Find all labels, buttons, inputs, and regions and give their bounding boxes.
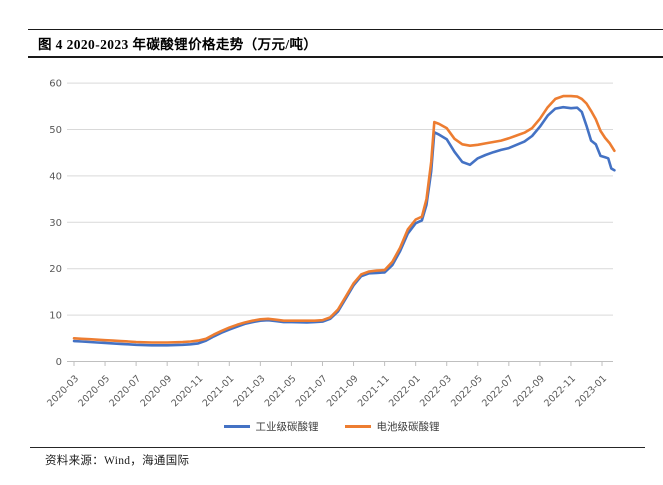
title-divider [28,56,663,58]
svg-text:30: 30 [49,218,62,229]
svg-text:2021-03: 2021-03 [232,373,268,409]
svg-text:2021-07: 2021-07 [294,373,330,409]
svg-text:2020-05: 2020-05 [76,373,112,409]
price-trend-chart: 0 10 20 30 40 50 60 2020-032020-052020-072020-0… [45,79,616,409]
battery-grade-line [72,94,616,344]
svg-text:2020-09: 2020-09 [138,373,174,409]
svg-text:2022-07: 2022-07 [480,373,516,409]
industrial-line-swatch-icon [223,425,250,428]
svg-text:2022-11: 2022-11 [542,373,578,409]
svg-text:2020-11: 2020-11 [170,373,206,409]
industrial-grade-line [72,105,616,347]
svg-text:2022-01: 2022-01 [387,373,423,409]
legend-label-industrial: 工业级碳酸锂 [255,421,319,433]
svg-text:2020-07: 2020-07 [107,373,143,409]
svg-text:2021-09: 2021-09 [325,373,361,409]
svg-text:2022-05: 2022-05 [449,373,485,409]
svg-text:0: 0 [56,357,62,368]
x-axis-labels: 2020-032020-052020-072020-092020-112021-… [45,373,609,409]
svg-text:10: 10 [49,311,62,322]
legend-item-battery: 电池级碳酸锂 [344,419,440,434]
chart-legend: 工业级碳酸锂 电池级碳酸锂 [0,419,663,434]
legend-label-battery: 电池级碳酸锂 [376,421,440,433]
x-axis-ticks [73,361,603,366]
svg-text:60: 60 [49,79,62,90]
figure-title: 图 4 2020-2023 年碳酸锂价格走势（万元/吨） [38,37,318,52]
svg-text:2022-09: 2022-09 [511,373,547,409]
y-axis-labels: 0 10 20 30 40 50 60 [49,79,62,368]
legend-item-industrial: 工业级碳酸锂 [223,419,319,434]
svg-text:2021-11: 2021-11 [356,373,392,409]
svg-text:40: 40 [49,171,62,182]
svg-text:2022-03: 2022-03 [418,373,454,409]
top-divider [28,29,663,30]
source-attribution: 资料来源：Wind，海通国际 [45,455,190,467]
svg-text:2020-03: 2020-03 [45,373,81,409]
battery-line-swatch-icon [344,425,371,428]
svg-text:2023-01: 2023-01 [573,373,609,409]
svg-text:20: 20 [49,264,62,275]
svg-text:2021-01: 2021-01 [201,373,237,409]
svg-text:2021-05: 2021-05 [263,373,299,409]
svg-text:50: 50 [49,125,62,136]
y-gridlines [67,82,613,362]
source-divider [30,447,645,448]
